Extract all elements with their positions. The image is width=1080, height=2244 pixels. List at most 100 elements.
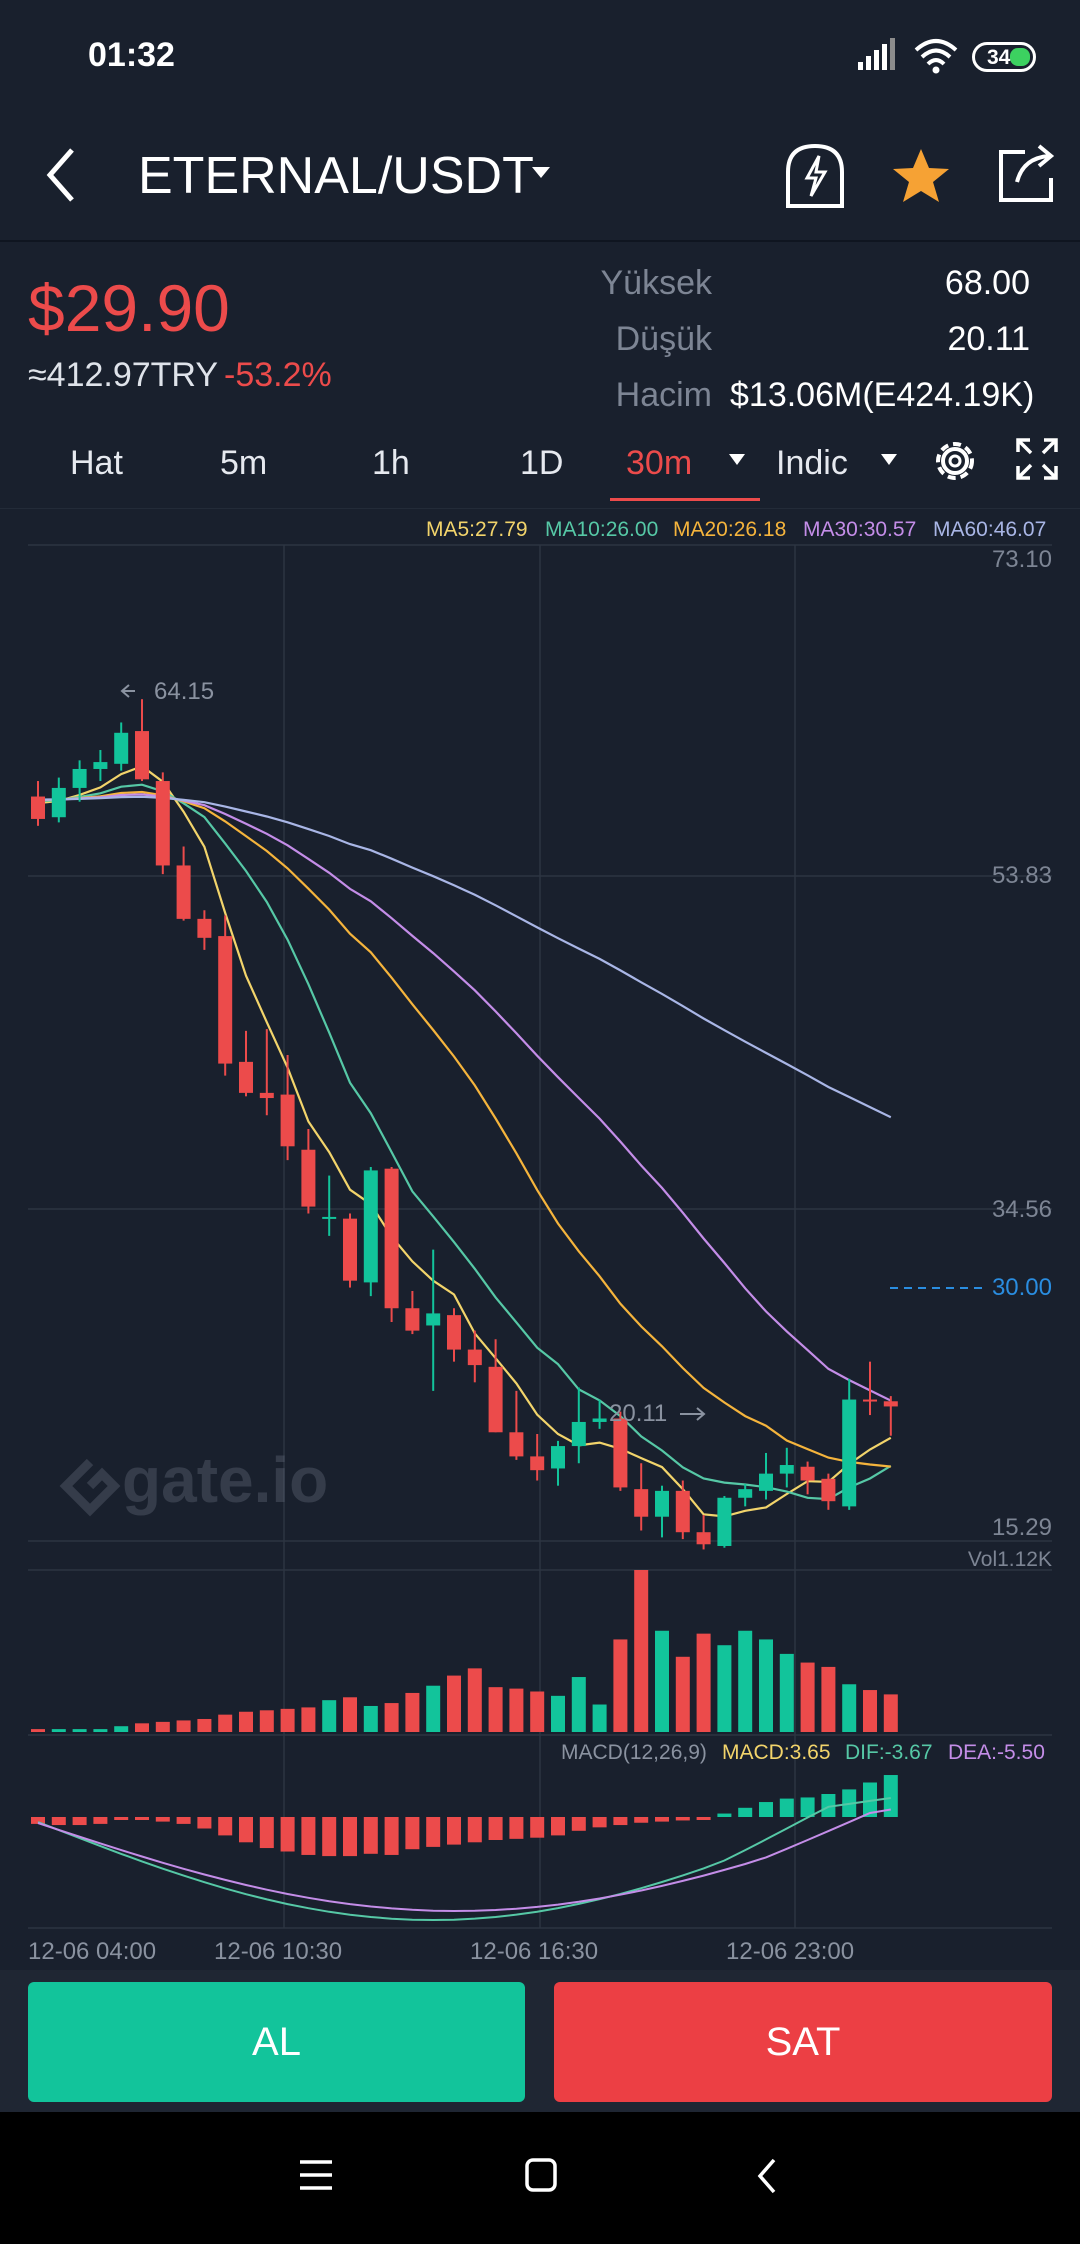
back-arrow-icon[interactable] (38, 140, 88, 210)
macd-bar (280, 1817, 295, 1852)
macd-bar (218, 1817, 233, 1836)
macd-bar (384, 1817, 399, 1855)
settings-gear-icon[interactable] (928, 434, 982, 488)
volume-bar (883, 1694, 898, 1732)
candle-body (384, 1168, 399, 1309)
system-nav-bar (0, 2112, 1080, 2244)
macd-bar (239, 1817, 253, 1843)
volume-bar (343, 1697, 357, 1732)
volume-bar (655, 1630, 669, 1732)
pair-dropdown-icon[interactable] (530, 165, 552, 181)
favorite-star-icon[interactable] (890, 146, 952, 208)
volume-bar (675, 1656, 690, 1732)
timeframe-dropdown-icon[interactable] (728, 453, 746, 467)
volume-bar (447, 1675, 461, 1732)
volume-bar (72, 1729, 87, 1732)
tab-1d[interactable]: 1D (520, 444, 564, 482)
macd-bar (72, 1817, 87, 1826)
candle-body (426, 1313, 441, 1326)
candle-body (530, 1456, 545, 1471)
candle-body (779, 1465, 794, 1474)
volume-bar (197, 1718, 212, 1732)
candle-body (634, 1489, 649, 1517)
volume-bar (821, 1666, 836, 1732)
volume-legend: Vol1.12K (967, 1548, 1052, 1571)
volume-bar (135, 1723, 149, 1732)
nav-back-icon[interactable] (754, 2156, 780, 2196)
volume-bar (51, 1729, 66, 1732)
axis-price-4: 15.29 (991, 1514, 1052, 1541)
macd-bar (447, 1817, 461, 1845)
macd-bar (883, 1775, 898, 1817)
active-tab-indicator (610, 498, 760, 501)
macd-bar (592, 1817, 607, 1828)
tab-1h[interactable]: 1h (372, 444, 410, 482)
tab-indicators[interactable]: Indic (776, 444, 848, 482)
tab-5m[interactable]: 5m (220, 444, 268, 482)
candle-body (343, 1218, 357, 1281)
time-label-1: 12-06 04:00 (28, 1938, 157, 1965)
candle-body (613, 1418, 628, 1488)
tab-line[interactable]: Hat (70, 444, 123, 482)
axis-price-3: 34.56 (991, 1196, 1052, 1223)
ma20-line (37, 790, 891, 1468)
macd-bar (467, 1817, 482, 1843)
indicator-dropdown-icon[interactable] (880, 453, 898, 467)
tab-30m[interactable]: 30m (626, 444, 693, 482)
price-alert-icon[interactable] (780, 140, 850, 210)
dea-line (37, 1808, 891, 1913)
candle-body (155, 781, 170, 866)
kline-chart[interactable]: gate.io 64.15 20.11 (0, 540, 1080, 1940)
macd-bar (197, 1817, 212, 1829)
tabs-divider (0, 508, 1080, 509)
macd-value: MACD:3.65 (722, 1741, 831, 1764)
min-annotation: 20.11 (609, 1400, 706, 1427)
candle-body (655, 1490, 669, 1517)
macd-bar (509, 1817, 524, 1839)
candle-body (883, 1401, 898, 1407)
candle-body (93, 762, 108, 769)
wifi-icon (914, 39, 958, 74)
share-icon[interactable] (995, 142, 1059, 206)
volume-bar (467, 1668, 482, 1732)
ma60-line (37, 795, 892, 1119)
volume-bar (384, 1703, 399, 1732)
fullscreen-icon[interactable] (1014, 436, 1060, 482)
candle-body (800, 1466, 815, 1481)
pair-title[interactable]: ETERNAL/USDT (138, 147, 534, 205)
candle-body (592, 1418, 607, 1422)
candle-body (759, 1473, 773, 1491)
macd-bar (488, 1817, 503, 1840)
volume-bar (634, 1570, 649, 1732)
low-label: Düşük (615, 320, 712, 358)
candle-body (488, 1366, 503, 1433)
candle-body (571, 1421, 586, 1447)
converted-price: ≈412.97TRY (28, 356, 219, 394)
macd-bar (114, 1817, 129, 1820)
macd-bar (696, 1817, 711, 1820)
macd-bar (155, 1817, 170, 1822)
macd-bar (343, 1817, 357, 1857)
menu-icon[interactable] (298, 2158, 334, 2192)
volume-bar (842, 1684, 857, 1732)
volume-bar (259, 1710, 274, 1732)
macd-bar (717, 1813, 732, 1817)
buy-button[interactable]: AL (28, 1982, 525, 2102)
home-icon[interactable] (524, 2156, 558, 2194)
candle-body (405, 1308, 420, 1331)
macd-bar (301, 1817, 316, 1855)
macd-bar (93, 1817, 108, 1824)
macd-params: MACD(12,26,9) (561, 1741, 707, 1764)
candle-body (717, 1497, 732, 1546)
macd-bar (634, 1817, 649, 1823)
volume-bar (551, 1695, 565, 1732)
macd-bar (426, 1817, 441, 1847)
price-change: -53.2% (224, 356, 332, 394)
candle-body (135, 731, 149, 780)
macd-bar (759, 1802, 773, 1817)
candle-body (280, 1094, 295, 1147)
sell-button[interactable]: SAT (554, 1982, 1052, 2102)
candle-body (322, 1216, 337, 1219)
current-price-label: 30.00 (991, 1274, 1052, 1301)
candle-body (176, 865, 191, 919)
